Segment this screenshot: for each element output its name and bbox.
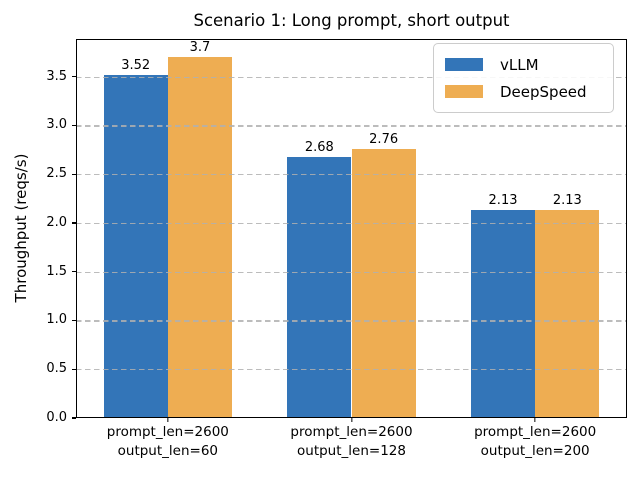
y-tick-label: 2.5 (46, 166, 67, 182)
legend: vLLM DeepSpeed (433, 43, 614, 113)
legend-item-deepspeed: DeepSpeed (445, 83, 602, 101)
y-tick-label: 0.0 (46, 410, 67, 425)
legend-label-deepspeed: DeepSpeed (500, 82, 587, 101)
bar-value-label: 3.7 (189, 40, 211, 56)
y-tick-label: 1.5 (46, 263, 67, 279)
y-tick-label: 0.5 (46, 361, 67, 377)
x-tick-mark (534, 418, 536, 422)
plot-area: 3.52 2.68 2.13 3.7 2.76 2.13 (76, 39, 627, 418)
bar-vllm-0 (103, 74, 168, 418)
bar-value-label: 2.13 (488, 193, 518, 209)
chart-title: Scenario 1: Long prompt, short output (193, 11, 510, 30)
x-tick-label: prompt_len=2600 output_len=128 (290, 424, 413, 459)
y-tick-mark (72, 222, 76, 224)
y-tick-mark (72, 417, 76, 419)
gridline (76, 76, 627, 78)
y-tick-mark (72, 271, 76, 273)
bar-vllm-2 (470, 210, 536, 418)
legend-swatch-deepspeed (445, 85, 483, 98)
y-tick-mark (72, 124, 76, 127)
legend-label-vllm: vLLM (500, 55, 539, 74)
bar-deepspeed-1 (351, 148, 416, 418)
gridline (76, 222, 627, 225)
x-tick-label: prompt_len=2600 output_len=200 (474, 424, 597, 459)
y-tick-label: 2.0 (46, 214, 67, 230)
y-tick-mark (72, 75, 76, 78)
y-tick-mark (72, 319, 76, 322)
y-tick-label: 3.5 (46, 68, 67, 84)
y-tick-label: 1.0 (46, 312, 67, 328)
gridline (76, 125, 627, 127)
bar-value-label: 2.68 (304, 139, 334, 155)
gridline (76, 320, 627, 322)
x-tick-label: prompt_len=2600 output_len=60 (106, 424, 229, 459)
gridline (76, 369, 627, 371)
x-tick-mark (350, 418, 353, 422)
x-tick-mark (167, 418, 169, 422)
bar-value-label: 3.52 (121, 57, 151, 73)
y-tick-mark (72, 173, 76, 175)
y-tick-mark (72, 368, 76, 370)
legend-item-vllm: vLLM (445, 56, 602, 74)
bar-value-label: 2.13 (552, 193, 582, 209)
gridline (76, 174, 627, 176)
bar-value-label: 2.76 (369, 131, 399, 147)
legend-swatch-vllm (445, 58, 483, 71)
bar-deepspeed-2 (535, 210, 600, 418)
bar-deepspeed-0 (167, 57, 233, 418)
bar-vllm-1 (287, 156, 352, 418)
y-tick-label: 3.0 (46, 117, 67, 133)
gridline (76, 271, 627, 273)
